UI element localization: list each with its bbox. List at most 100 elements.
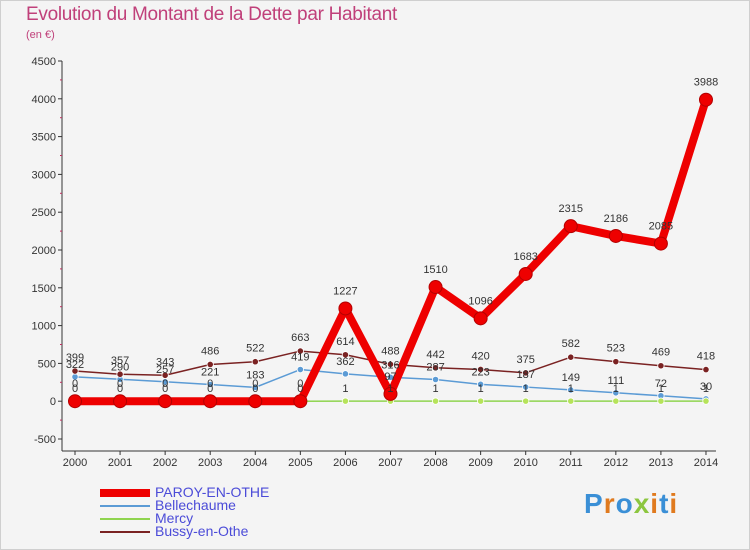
x-tick-label-12: 2012 [604, 457, 628, 469]
series-0-point-3 [203, 394, 218, 409]
x-tick-label-1: 2001 [108, 457, 132, 469]
legend-swatch-bellechaume [100, 505, 150, 507]
series-3-label-11: 582 [562, 338, 580, 350]
x-tick-label-5: 2005 [288, 457, 312, 469]
y-tick-label-5: 2000 [32, 245, 56, 257]
series-1-point-6 [341, 370, 350, 378]
legend-swatch-paroy [100, 489, 150, 497]
series-3-label-12: 523 [607, 343, 625, 355]
y-tick-label-8: 3500 [32, 132, 56, 144]
series-3-label-7: 488 [381, 345, 399, 357]
series-0-label-11: 2315 [559, 203, 583, 215]
series-1-label-8: 287 [426, 362, 444, 374]
series-1-label-1: 290 [111, 361, 129, 373]
series-2-label-6: 1 [342, 383, 348, 395]
y-tick-label-2: 500 [38, 358, 56, 370]
y-tick-label-4: 1500 [32, 283, 56, 295]
series-0-label-9: 1096 [468, 295, 492, 307]
series-2-point-8 [431, 397, 440, 405]
series-2-label-7: 1 [387, 383, 393, 395]
x-tick-label-4: 2004 [243, 457, 267, 469]
series-3-point-1 [116, 370, 124, 378]
series-2-point-9 [477, 397, 485, 405]
legend-label-mercy: Mercy [155, 510, 194, 526]
legend-item-bussy: Bussy-en-Othe [100, 523, 360, 539]
x-tick-label-0: 2000 [63, 457, 87, 469]
series-2-label-10: 1 [523, 383, 529, 395]
series-0-point-8 [428, 280, 443, 295]
series-3-point-14 [702, 365, 710, 374]
series-2-point-10 [522, 397, 530, 405]
x-tick-label-3: 2003 [198, 457, 222, 469]
series-0-label-4: 0 [252, 378, 258, 390]
series-3-label-6: 614 [336, 336, 354, 348]
legend-swatch-bussy [100, 531, 150, 533]
series-0-point-0 [68, 394, 82, 409]
series-2-point-6 [341, 397, 350, 405]
series-3-label-4: 522 [246, 343, 264, 355]
series-3-label-1: 357 [111, 355, 129, 367]
series-2-label-12: 1 [613, 383, 619, 395]
series-0-point-2 [158, 394, 173, 409]
series-2-label-1: 0 [117, 383, 123, 395]
x-tick-label-14: 2014 [694, 457, 718, 469]
series-0-label-8: 1510 [423, 264, 447, 276]
series-3-point-7 [386, 360, 395, 368]
series-1-label-11: 149 [562, 372, 580, 384]
series-0-point-13 [653, 236, 668, 251]
series-3-point-13 [657, 362, 665, 370]
series-2-point-14 [702, 397, 710, 405]
series-2-label-2: 0 [162, 383, 168, 395]
series-0-point-14 [698, 92, 713, 107]
series-0-point-4 [248, 394, 263, 409]
series-2-label-11: 1 [568, 383, 574, 395]
legend-swatch-mercy [100, 518, 150, 520]
series-2-label-14: 1 [703, 383, 709, 395]
x-tick-label-9: 2009 [468, 457, 492, 469]
series-1-point-10 [522, 383, 530, 391]
series-3-label-10: 375 [517, 354, 535, 366]
series-3-label-3: 486 [201, 345, 219, 357]
series-1-label-7: 316 [381, 359, 399, 371]
series-3-point-8 [431, 364, 440, 372]
legend-item-bellechaume: Bellechaume [100, 497, 360, 513]
series-2-label-0: 0 [72, 383, 78, 395]
series-1-label-14: 30 [700, 381, 712, 393]
x-tick-label-10: 2010 [513, 457, 537, 469]
series-2-point-13 [657, 397, 665, 405]
series-3-point-0 [71, 367, 79, 375]
series-2-label-8: 1 [432, 383, 438, 395]
series-0-label-6: 1227 [333, 285, 357, 297]
legend: PAROY-EN-OTHE Bellechaume Mercy Bussy-en… [100, 484, 360, 539]
series-2-label-4: 0 [252, 383, 258, 395]
series-3-point-9 [477, 365, 485, 374]
series-3-label-2: 343 [156, 356, 174, 368]
legend-label-bellechaume: Bellechaume [155, 497, 236, 513]
series-1-label-0: 322 [66, 359, 84, 371]
x-tick-label-13: 2013 [649, 457, 673, 469]
y-tick-label-7: 3000 [32, 169, 56, 181]
series-1-point-3 [206, 380, 214, 389]
series-1-label-3: 221 [201, 366, 219, 378]
y-tick-label-9: 4000 [32, 94, 56, 106]
series-1-point-9 [477, 380, 485, 388]
series-1-point-4 [251, 383, 259, 391]
y-tick-label-6: 2500 [32, 207, 56, 219]
y-tick-label-3: 1000 [32, 321, 56, 333]
series-1-label-9: 223 [471, 366, 489, 378]
chart-subtitle: (en €) [26, 29, 55, 41]
logo-letter: r [603, 488, 616, 519]
y-tick-label-1: 0 [50, 396, 56, 408]
y-tick-label-0: -500 [34, 434, 56, 446]
series-2-label-5: 0 [297, 383, 303, 395]
series-0-point-6 [338, 301, 353, 316]
logo-letter: o [615, 488, 634, 519]
x-tick-label-2: 2002 [153, 457, 177, 469]
logo-letter: x [633, 488, 651, 519]
series-3-point-4 [251, 358, 259, 366]
logo-letter: P [584, 488, 604, 519]
series-2-label-3: 0 [207, 383, 213, 395]
legend-item-paroy: PAROY-EN-OTHE [100, 484, 360, 500]
series-3-point-3 [206, 360, 214, 369]
